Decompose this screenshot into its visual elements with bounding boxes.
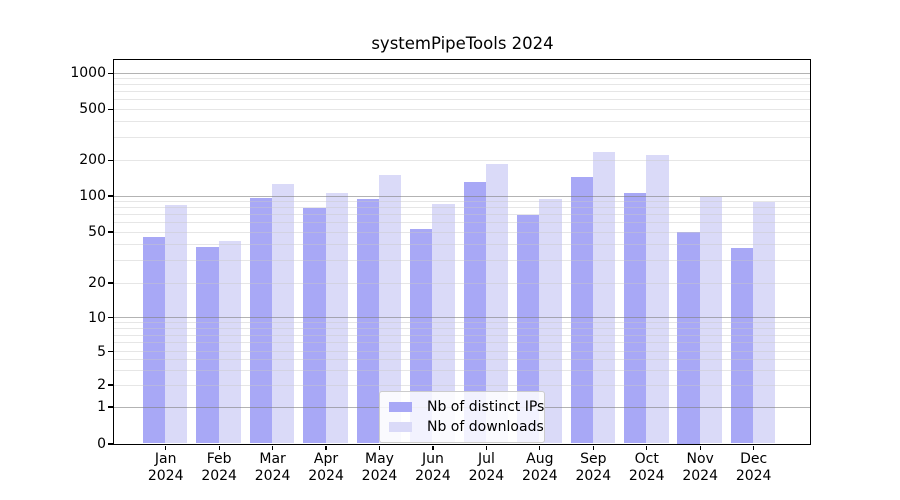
bar-downloads-dec bbox=[753, 202, 776, 444]
y-tick-mark bbox=[108, 350, 113, 353]
x-tick-mark bbox=[218, 445, 220, 450]
y-tick-mark bbox=[108, 384, 113, 386]
legend-label-downloads: Nb of downloads bbox=[427, 419, 544, 435]
x-tick-label: Sep 2024 bbox=[575, 451, 612, 484]
bar-distinct-ips-jul bbox=[463, 181, 486, 444]
minor-gridline bbox=[114, 159, 810, 161]
x-tick-mark bbox=[539, 445, 541, 450]
bar-distinct-ips-sep bbox=[570, 176, 593, 444]
minor-gridline bbox=[114, 99, 810, 101]
y-tick-label: 500 bbox=[79, 101, 106, 118]
bar-downloads-may bbox=[379, 174, 402, 444]
bar-downloads-sep bbox=[592, 151, 616, 444]
bar-distinct-ips-mar bbox=[249, 198, 273, 444]
minor-gridline bbox=[114, 137, 810, 139]
y-tick-label: 20 bbox=[88, 275, 106, 291]
minor-gridline bbox=[114, 108, 810, 110]
y-tick-label: 2 bbox=[97, 377, 106, 393]
x-tick-mark bbox=[753, 445, 755, 450]
y-tick-mark bbox=[108, 108, 113, 110]
x-tick-label: Oct 2024 bbox=[628, 451, 665, 484]
legend-row-distinct-ips: Nb of distinct IPs bbox=[389, 397, 544, 417]
bar-downloads-mar bbox=[272, 183, 295, 444]
y-tick-mark bbox=[108, 159, 113, 161]
bar-distinct-ips-jun bbox=[410, 229, 433, 444]
bar-distinct-ips-aug bbox=[517, 214, 540, 444]
bar-downloads-feb bbox=[218, 241, 241, 444]
x-tick-label: Apr 2024 bbox=[308, 451, 344, 484]
bar-downloads-jun bbox=[432, 203, 455, 444]
x-tick-label: Jul 2024 bbox=[468, 451, 505, 484]
x-tick-label: Dec 2024 bbox=[735, 451, 772, 484]
x-tick-mark bbox=[485, 445, 488, 450]
bar-downloads-apr bbox=[325, 192, 348, 444]
bar-distinct-ips-feb bbox=[196, 246, 219, 444]
bar-distinct-ips-jan bbox=[142, 237, 166, 444]
y-tick-label: 100 bbox=[79, 188, 106, 204]
y-tick-mark bbox=[108, 443, 113, 445]
bar-downloads-jan bbox=[165, 205, 188, 444]
x-tick-label: Nov 2024 bbox=[682, 451, 718, 484]
bar-downloads-oct bbox=[646, 155, 669, 444]
legend-swatch-distinct-ips bbox=[389, 402, 412, 412]
y-tick-label: 1000 bbox=[70, 65, 106, 82]
y-tick-mark bbox=[108, 195, 113, 197]
major-gridline bbox=[114, 72, 810, 74]
minor-gridline bbox=[114, 84, 810, 86]
bar-downloads-jul bbox=[485, 164, 509, 444]
y-tick-label: 5 bbox=[97, 343, 106, 360]
bar-downloads-aug bbox=[539, 199, 562, 444]
x-tick-mark bbox=[646, 445, 648, 450]
x-tick-label: May 2024 bbox=[361, 451, 398, 484]
bar-downloads-nov bbox=[699, 196, 722, 444]
legend-row-downloads: Nb of downloads bbox=[389, 417, 544, 437]
bar-distinct-ips-may bbox=[356, 198, 379, 444]
x-tick-label: Jun 2024 bbox=[415, 451, 451, 484]
bar-distinct-ips-apr bbox=[303, 207, 326, 444]
y-tick-label: 50 bbox=[88, 224, 106, 240]
x-tick-mark bbox=[325, 445, 327, 450]
x-tick-mark bbox=[592, 445, 594, 450]
y-tick-label: 1 bbox=[97, 399, 106, 415]
minor-gridline bbox=[114, 91, 810, 93]
x-tick-mark bbox=[271, 445, 274, 450]
legend-swatch-downloads bbox=[389, 422, 412, 432]
x-tick-label: Feb 2024 bbox=[201, 451, 237, 484]
y-tick-mark bbox=[108, 317, 113, 319]
y-tick-label: 200 bbox=[79, 152, 106, 169]
x-tick-label: Jan 2024 bbox=[147, 451, 184, 484]
x-tick-mark bbox=[378, 445, 381, 450]
bar-distinct-ips-nov bbox=[677, 231, 700, 444]
minor-gridline bbox=[114, 78, 810, 80]
bar-distinct-ips-oct bbox=[623, 192, 647, 444]
y-tick-label: 0 bbox=[97, 436, 106, 452]
chart-title: systemPipeTools 2024 bbox=[371, 34, 554, 53]
bar-distinct-ips-dec bbox=[730, 248, 754, 444]
x-tick-label: Aug 2024 bbox=[522, 451, 558, 484]
plot-area bbox=[113, 58, 811, 445]
y-tick-label: 10 bbox=[88, 309, 106, 326]
x-tick-mark bbox=[432, 445, 434, 450]
legend-label-distinct-ips: Nb of distinct IPs bbox=[427, 399, 545, 415]
y-tick-mark bbox=[108, 282, 113, 284]
y-tick-mark bbox=[108, 72, 113, 74]
x-tick-mark bbox=[165, 445, 167, 450]
y-tick-mark bbox=[108, 231, 113, 233]
minor-gridline bbox=[114, 121, 810, 123]
legend: Nb of distinct IPs Nb of downloads bbox=[379, 391, 545, 443]
x-tick-label: Mar 2024 bbox=[254, 451, 291, 484]
x-tick-mark bbox=[699, 445, 701, 450]
y-tick-mark bbox=[108, 406, 113, 408]
